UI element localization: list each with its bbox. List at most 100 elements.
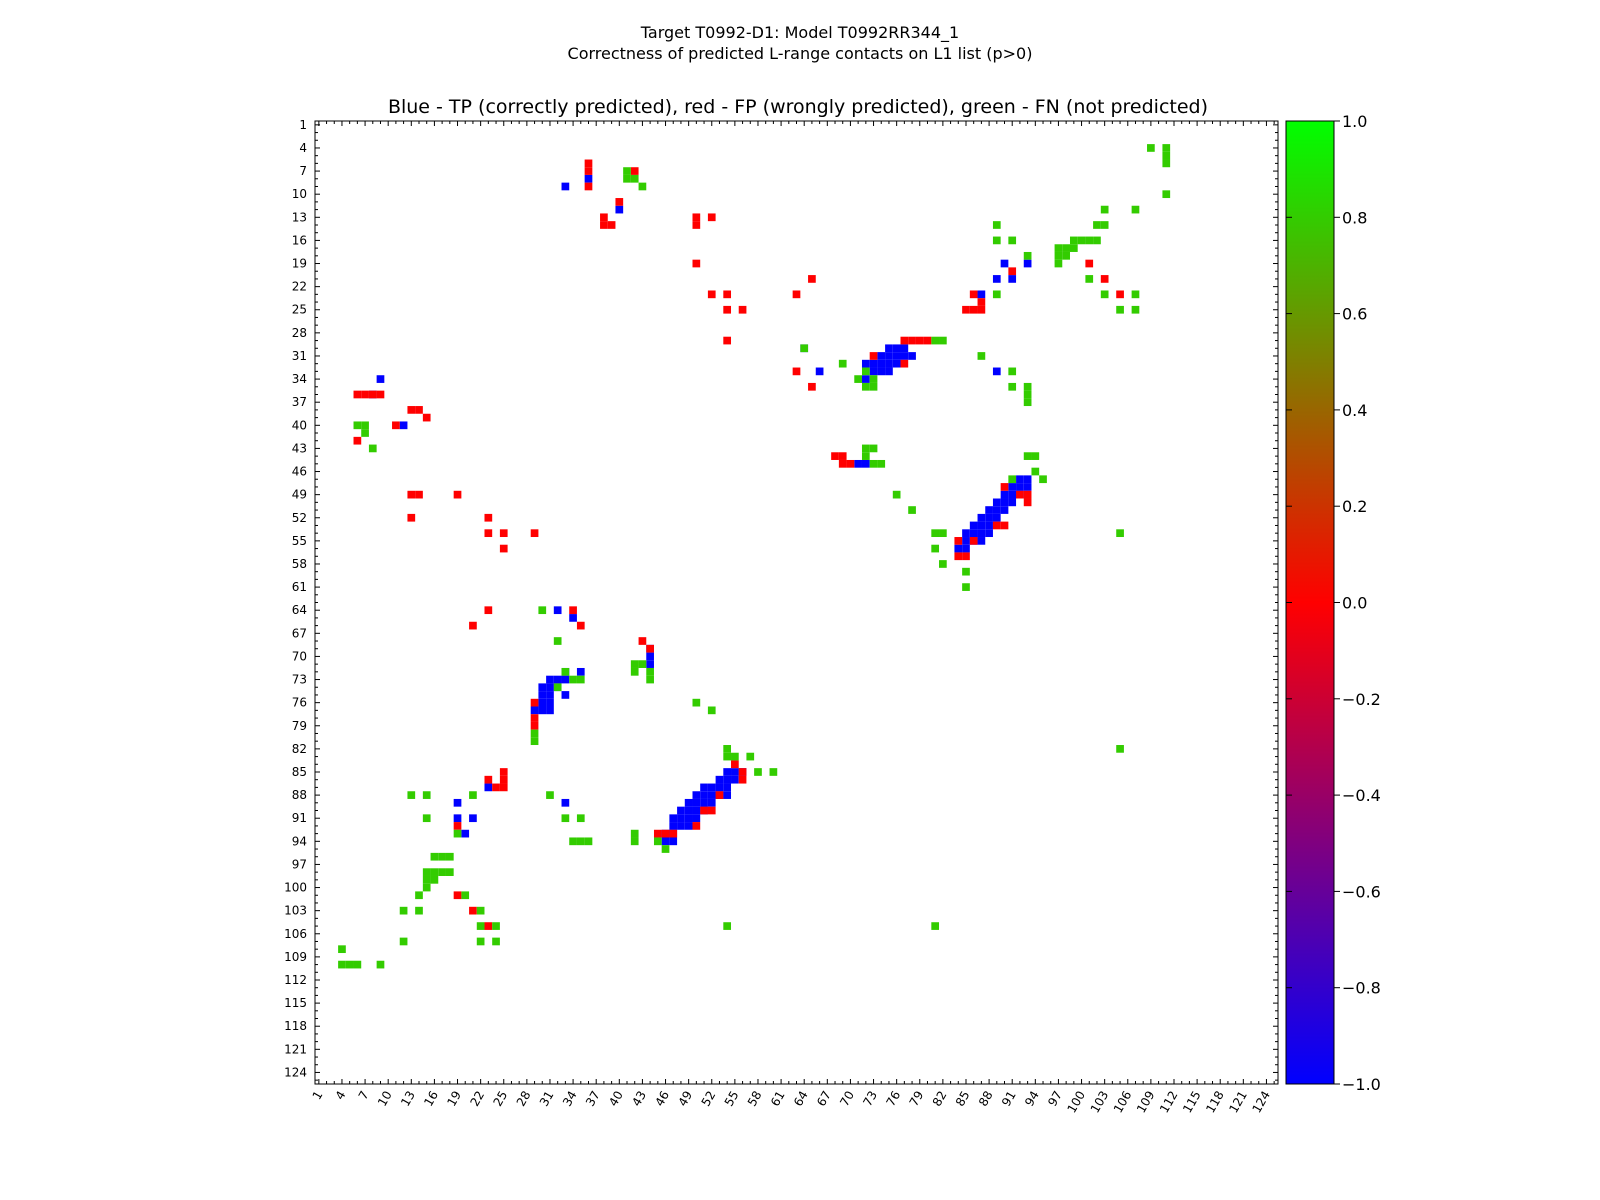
cell-fp-21-103 — [469, 906, 477, 915]
x-tick-label: 109 — [1134, 1089, 1158, 1116]
x-tick-label: 112 — [1157, 1089, 1181, 1116]
cell-fn-60-85 — [769, 768, 778, 776]
y-tick-label: 73 — [292, 673, 307, 687]
cell-fn-105-82 — [1116, 745, 1124, 753]
cell-tp-74-33 — [877, 367, 886, 376]
cell-fp-77-32 — [900, 359, 909, 368]
cell-fn-98-18 — [1062, 251, 1070, 260]
cell-tp-92-48 — [1016, 483, 1024, 491]
cell-fn-6-40 — [353, 421, 362, 430]
x-tick-label: 73 — [860, 1089, 880, 1109]
cell-fp-24-87 — [492, 783, 500, 792]
cell-fn-15-98 — [422, 868, 431, 876]
cell-fp-52-90 — [707, 806, 716, 815]
cell-fn-99-17 — [1069, 244, 1078, 252]
y-tick-label: 112 — [284, 973, 307, 987]
cell-tp-47-94 — [669, 837, 678, 846]
cell-fn-19-93 — [453, 829, 462, 838]
cell-tp-23-87 — [484, 783, 493, 792]
cell-fp-34-64 — [569, 606, 577, 615]
cell-tp-44-70 — [646, 652, 654, 661]
cell-tp-76-32 — [892, 359, 901, 368]
cell-tp-31-77 — [546, 706, 554, 715]
cell-fn-44-72 — [646, 667, 654, 676]
cell-fp-36-7 — [584, 167, 593, 175]
cell-fp-84-55 — [954, 537, 963, 545]
cell-fn-107-25 — [1131, 305, 1140, 314]
cell-fp-23-52 — [484, 513, 493, 522]
cell-tp-30-74 — [538, 683, 547, 692]
cell-fp-77-29 — [900, 336, 909, 345]
y-tick-label: 49 — [292, 488, 307, 502]
y-tick-label: 64 — [292, 603, 307, 617]
cell-fp-35-66 — [576, 621, 585, 630]
cell-tp-50-88 — [692, 791, 701, 799]
y-tick-label: 25 — [292, 303, 307, 317]
x-tick-label: 67 — [814, 1089, 834, 1109]
cell-tp-90-49 — [1000, 490, 1009, 499]
cell-tp-34-65 — [569, 614, 577, 622]
cell-tp-35-72 — [576, 667, 585, 676]
cell-fn-82-29 — [939, 336, 947, 345]
cell-fn-4-108 — [338, 945, 346, 954]
cell-tp-87-52 — [977, 513, 986, 522]
cell-fp-14-38 — [415, 406, 423, 414]
cell-fn-81-54 — [931, 529, 940, 538]
cell-fn-81-56 — [931, 544, 940, 553]
cell-fn-73-43 — [869, 444, 878, 453]
cell-fn-87-31 — [977, 352, 986, 360]
cell-fn-18-96 — [445, 852, 454, 861]
cell-fn-50-76 — [692, 698, 701, 707]
cell-tp-44-71 — [646, 660, 654, 668]
y-tick-label: 124 — [284, 1065, 307, 1079]
x-tick-label: 49 — [675, 1089, 695, 1109]
colorbar-tick-label: 1.0 — [1342, 112, 1367, 131]
x-tick-label: 16 — [421, 1089, 441, 1109]
cell-fn-81-29 — [931, 336, 940, 345]
cell-fn-72-33 — [861, 367, 870, 376]
cell-fn-7-41 — [361, 429, 369, 437]
cell-fn-72-43 — [861, 444, 870, 453]
cell-fp-39-14 — [607, 221, 616, 229]
x-tick-label: 7 — [356, 1089, 372, 1103]
cell-fn-33-91 — [561, 814, 570, 823]
cell-tp-74-31 — [877, 352, 886, 360]
x-tick-label: 4 — [333, 1089, 349, 1103]
cell-fp-7-36 — [361, 390, 369, 399]
cell-tp-48-90 — [677, 806, 685, 815]
cell-fn-8-43 — [368, 444, 377, 453]
x-tick-label: 40 — [606, 1089, 626, 1109]
cell-tp-52-87 — [707, 783, 716, 792]
cell-fn-24-107 — [492, 937, 500, 946]
chart-title: Blue - TP (correctly predicted), red - F… — [388, 96, 1208, 118]
cell-fn-16-98 — [430, 868, 439, 876]
cell-tp-89-21 — [992, 275, 1001, 283]
cell-tp-91-50 — [1008, 498, 1017, 507]
cell-fp-92-49 — [1016, 490, 1024, 499]
cell-fn-29-81 — [530, 737, 539, 746]
cell-fp-54-23 — [723, 290, 732, 299]
cell-tp-77-31 — [900, 352, 909, 360]
cell-fn-34-73 — [569, 675, 577, 684]
cell-tp-89-33 — [992, 367, 1001, 376]
cell-fp-52-23 — [707, 290, 716, 299]
x-tick-label: 37 — [583, 1089, 603, 1109]
y-tick-label: 13 — [292, 210, 307, 224]
cell-fn-29-80 — [530, 729, 539, 738]
cell-fn-89-14 — [992, 221, 1001, 229]
cell-tp-49-89 — [684, 798, 693, 807]
cell-fn-111-5 — [1162, 151, 1171, 160]
cell-tp-78-31 — [908, 352, 916, 360]
plot-background — [315, 121, 1278, 1084]
cell-fp-56-86 — [738, 775, 747, 784]
cell-fn-103-12 — [1100, 205, 1109, 214]
y-tick-label: 46 — [292, 465, 307, 479]
y-tick-label: 10 — [292, 187, 307, 201]
x-tick-label: 25 — [491, 1089, 511, 1109]
cell-fp-50-14 — [692, 221, 701, 229]
x-tick-label: 85 — [953, 1089, 973, 1109]
cell-fn-82-54 — [939, 529, 947, 538]
y-tick-label: 97 — [292, 857, 307, 871]
y-axis-tick-labels: 1 4 7 10 13 16 19 22 25 28 31 34 37 40 43 46 49 52 55 58 61 6… — [284, 118, 307, 1080]
